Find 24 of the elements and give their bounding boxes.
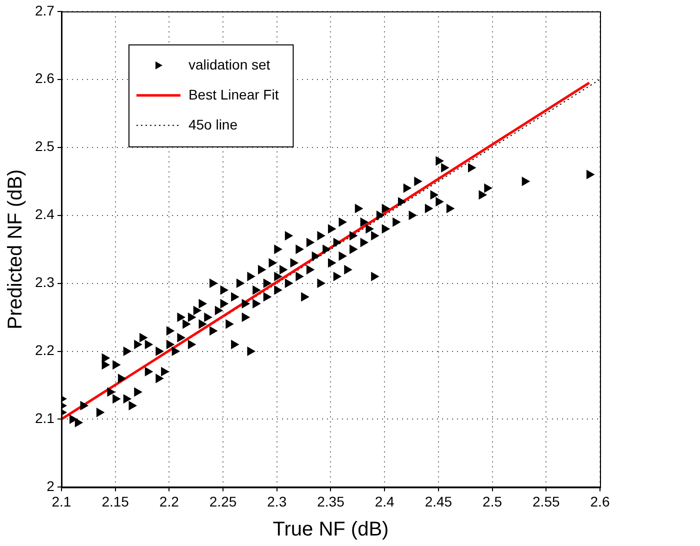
x-tick-label: 2.45 <box>424 493 452 510</box>
y-tick-label: 2.3 <box>34 274 55 290</box>
x-tick-label: 2.15 <box>102 493 130 510</box>
y-tick-label: 2.4 <box>34 206 55 222</box>
y-tick-label: 2 <box>46 478 55 494</box>
x-axis-title: True NF (dB) <box>272 518 389 541</box>
x-tick-label: 2.4 <box>374 493 395 510</box>
y-tick-label: 2.2 <box>34 342 55 358</box>
y-tick-label: 2.7 <box>34 2 55 18</box>
x-tick-label: 2.1 <box>52 493 72 510</box>
x-tick-label: 2.2 <box>159 493 180 510</box>
y-tick-label: 2.5 <box>34 138 55 154</box>
y-axis-title: Predicted NF (dB) <box>4 169 27 330</box>
legend-label: 45o line <box>188 116 238 132</box>
y-tick-label: 2.1 <box>34 410 55 426</box>
x-tick-label: 2.25 <box>209 493 237 510</box>
x-tick-label: 2.3 <box>267 493 287 510</box>
x-tick-label: 2.6 <box>590 493 610 510</box>
x-tick-label: 2.5 <box>482 493 502 510</box>
legend-label: validation set <box>188 56 270 72</box>
legend-label: Best Linear Fit <box>188 86 279 102</box>
x-tick-label: 2.55 <box>532 493 560 510</box>
y-tick-label: 2.6 <box>34 70 55 86</box>
x-tick-label: 2.35 <box>317 493 345 510</box>
